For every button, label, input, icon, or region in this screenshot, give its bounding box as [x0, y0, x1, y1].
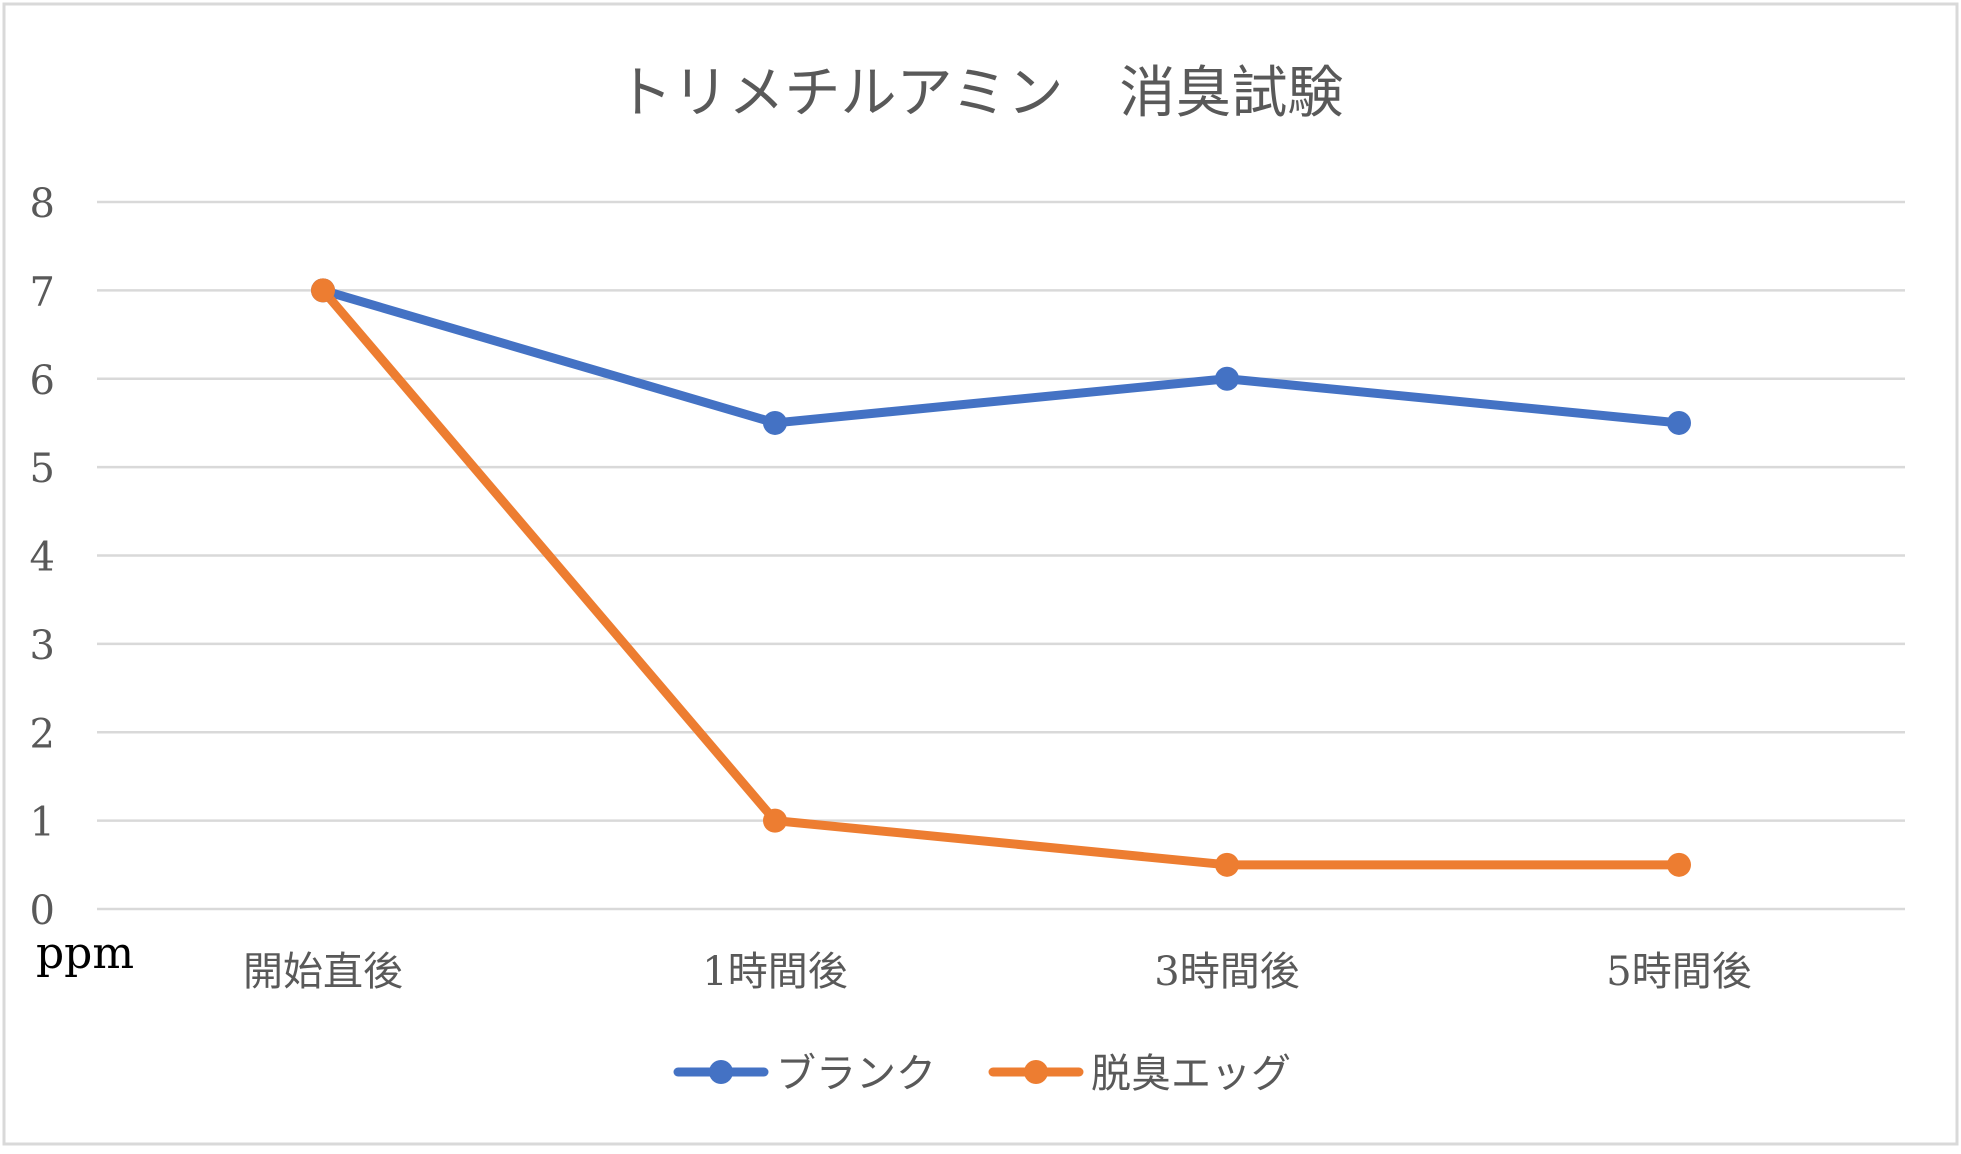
gridlines [97, 200, 1905, 911]
series-line-1 [318, 285, 1684, 870]
y-tick-label: 7 [30, 269, 55, 315]
legend-marker [1024, 1060, 1048, 1084]
y-tick-label: 2 [30, 711, 55, 757]
x-axis-tick-labels: 開始直後 1時間後 3時間後 5時間後 [243, 949, 1752, 995]
legend-label: 脱臭エッグ [1091, 1051, 1291, 1097]
data-point-series-0-1 [763, 410, 787, 435]
legend-item-0: ブランク [673, 1051, 936, 1097]
legend: ブランク 脱臭エッグ [673, 1051, 1291, 1097]
data-point-series-1-2 [1215, 852, 1239, 877]
y-tick-label: 4 [30, 535, 55, 581]
x-tick-label: 開始直後 [243, 949, 403, 995]
y-tick-label: 1 [30, 800, 55, 846]
y-axis-unit-label: ppm [36, 928, 134, 979]
y-tick-label: 5 [30, 446, 55, 492]
data-point-series-1-3 [1667, 852, 1691, 877]
y-tick-label: 3 [30, 623, 55, 669]
x-tick-label: 3時間後 [1154, 949, 1299, 995]
series-line-0 [318, 285, 1684, 428]
y-tick-label: 6 [30, 358, 55, 404]
legend-marker [709, 1060, 733, 1084]
y-axis-tick-labels: 0 1 2 3 4 5 6 7 8 [30, 181, 55, 934]
y-tick-label: 0 [30, 888, 55, 934]
chart-title: トリメチルアミン 消臭試験 [617, 61, 1344, 126]
series-lines [318, 285, 1684, 870]
data-point-series-0-3 [1667, 410, 1691, 435]
data-point-series-1-1 [763, 808, 787, 833]
x-tick-label: 5時間後 [1606, 949, 1751, 995]
x-tick-label: 1時間後 [702, 949, 847, 995]
legend-label: ブランク [776, 1051, 936, 1097]
legend-item-1: 脱臭エッグ [988, 1051, 1291, 1097]
data-point-series-0-2 [1215, 366, 1239, 391]
y-tick-label: 8 [30, 181, 55, 227]
series-points [311, 278, 1691, 877]
data-point-series-1-0 [311, 278, 335, 303]
